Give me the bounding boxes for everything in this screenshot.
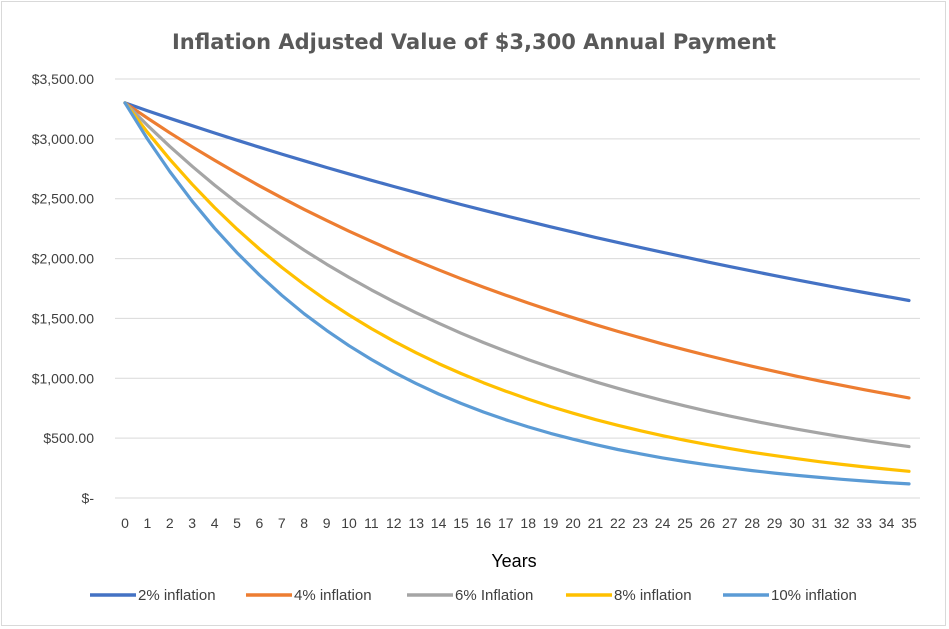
legend-label: 6% Inflation xyxy=(455,587,533,604)
x-tick-label: 2 xyxy=(166,515,174,531)
x-tick-label: 3 xyxy=(188,515,196,531)
x-tick-label: 28 xyxy=(744,515,760,531)
x-tick-label: 12 xyxy=(386,515,402,531)
x-tick-label: 8 xyxy=(300,515,308,531)
chart-title: Inflation Adjusted Value of $3,300 Annua… xyxy=(172,30,776,54)
legend-item: 2% inflation xyxy=(90,587,216,604)
x-tick-label: 4 xyxy=(211,515,219,531)
y-tick-label: $500.00 xyxy=(43,430,94,446)
x-tick-label: 6 xyxy=(256,515,264,531)
x-tick-label: 1 xyxy=(144,515,152,531)
x-tick-label: 25 xyxy=(677,515,693,531)
x-tick-label: 22 xyxy=(610,515,626,531)
x-tick-label: 18 xyxy=(520,515,536,531)
x-tick-label: 19 xyxy=(543,515,559,531)
x-tick-label: 34 xyxy=(879,515,895,531)
legend-label: 2% inflation xyxy=(138,587,216,604)
x-tick-label: 5 xyxy=(233,515,241,531)
gridlines xyxy=(115,78,920,499)
x-tick-label: 10 xyxy=(341,515,357,531)
x-tick-label: 16 xyxy=(476,515,492,531)
series-line-2 xyxy=(123,101,911,400)
legend-label: 4% inflation xyxy=(294,587,372,604)
x-tick-label: 26 xyxy=(700,515,716,531)
x-tick-label: 23 xyxy=(632,515,648,531)
legend-item: 6% Inflation xyxy=(407,587,533,604)
y-tick-label: $2,000.00 xyxy=(32,251,94,267)
x-tick-label: 24 xyxy=(655,515,671,531)
series-line-3 xyxy=(123,101,911,449)
x-tick-label: 30 xyxy=(789,515,805,531)
x-tick-label: 11 xyxy=(364,515,379,531)
y-tick-label: $2,500.00 xyxy=(32,191,94,207)
y-tick-label: $3,500.00 xyxy=(32,71,94,87)
x-tick-label: 7 xyxy=(278,515,286,531)
series-lines xyxy=(123,101,911,486)
x-tick-label: 29 xyxy=(767,515,783,531)
legend-item: 4% inflation xyxy=(246,587,372,604)
legend-label: 8% inflation xyxy=(614,587,692,604)
series-line-5 xyxy=(123,101,911,486)
x-tick-label: 21 xyxy=(588,515,604,531)
y-axis-tick-labels: $- $500.00 $1,000.00 $1,500.00 $2,000.00 $2,5… xyxy=(32,71,95,506)
x-tick-label: 35 xyxy=(901,515,917,531)
x-axis-title: Years xyxy=(491,551,536,571)
y-tick-label: $3,000.00 xyxy=(32,131,94,147)
legend-item: 10% inflation xyxy=(723,587,857,604)
x-tick-label: 9 xyxy=(323,515,331,531)
x-tick-label: 15 xyxy=(453,515,469,531)
x-tick-label: 14 xyxy=(431,515,447,531)
series-line-4 xyxy=(123,101,911,473)
x-tick-label: 20 xyxy=(565,515,581,531)
y-tick-label: $1,500.00 xyxy=(32,310,94,326)
x-tick-label: 27 xyxy=(722,515,738,531)
x-tick-label: 32 xyxy=(834,515,850,531)
x-tick-label: 31 xyxy=(812,515,828,531)
y-tick-label: $- xyxy=(82,490,95,506)
x-tick-label: 0 xyxy=(121,515,129,531)
x-tick-label: 13 xyxy=(408,515,424,531)
series-line-1 xyxy=(123,101,911,303)
x-tick-label: 33 xyxy=(856,515,872,531)
legend-item: 8% inflation xyxy=(566,587,692,604)
x-axis-tick-labels: 0 1 2 3 4 5 6 7 8 9 10 11 12 13 14 15 16 17 18 19 20 21 22 23 24… xyxy=(121,515,917,531)
legend: 2% inflation 4% inflation 6% Inflation 8% i… xyxy=(90,587,857,604)
legend-label: 10% inflation xyxy=(771,587,857,604)
y-tick-label: $1,000.00 xyxy=(32,370,94,386)
x-tick-label: 17 xyxy=(498,515,514,531)
